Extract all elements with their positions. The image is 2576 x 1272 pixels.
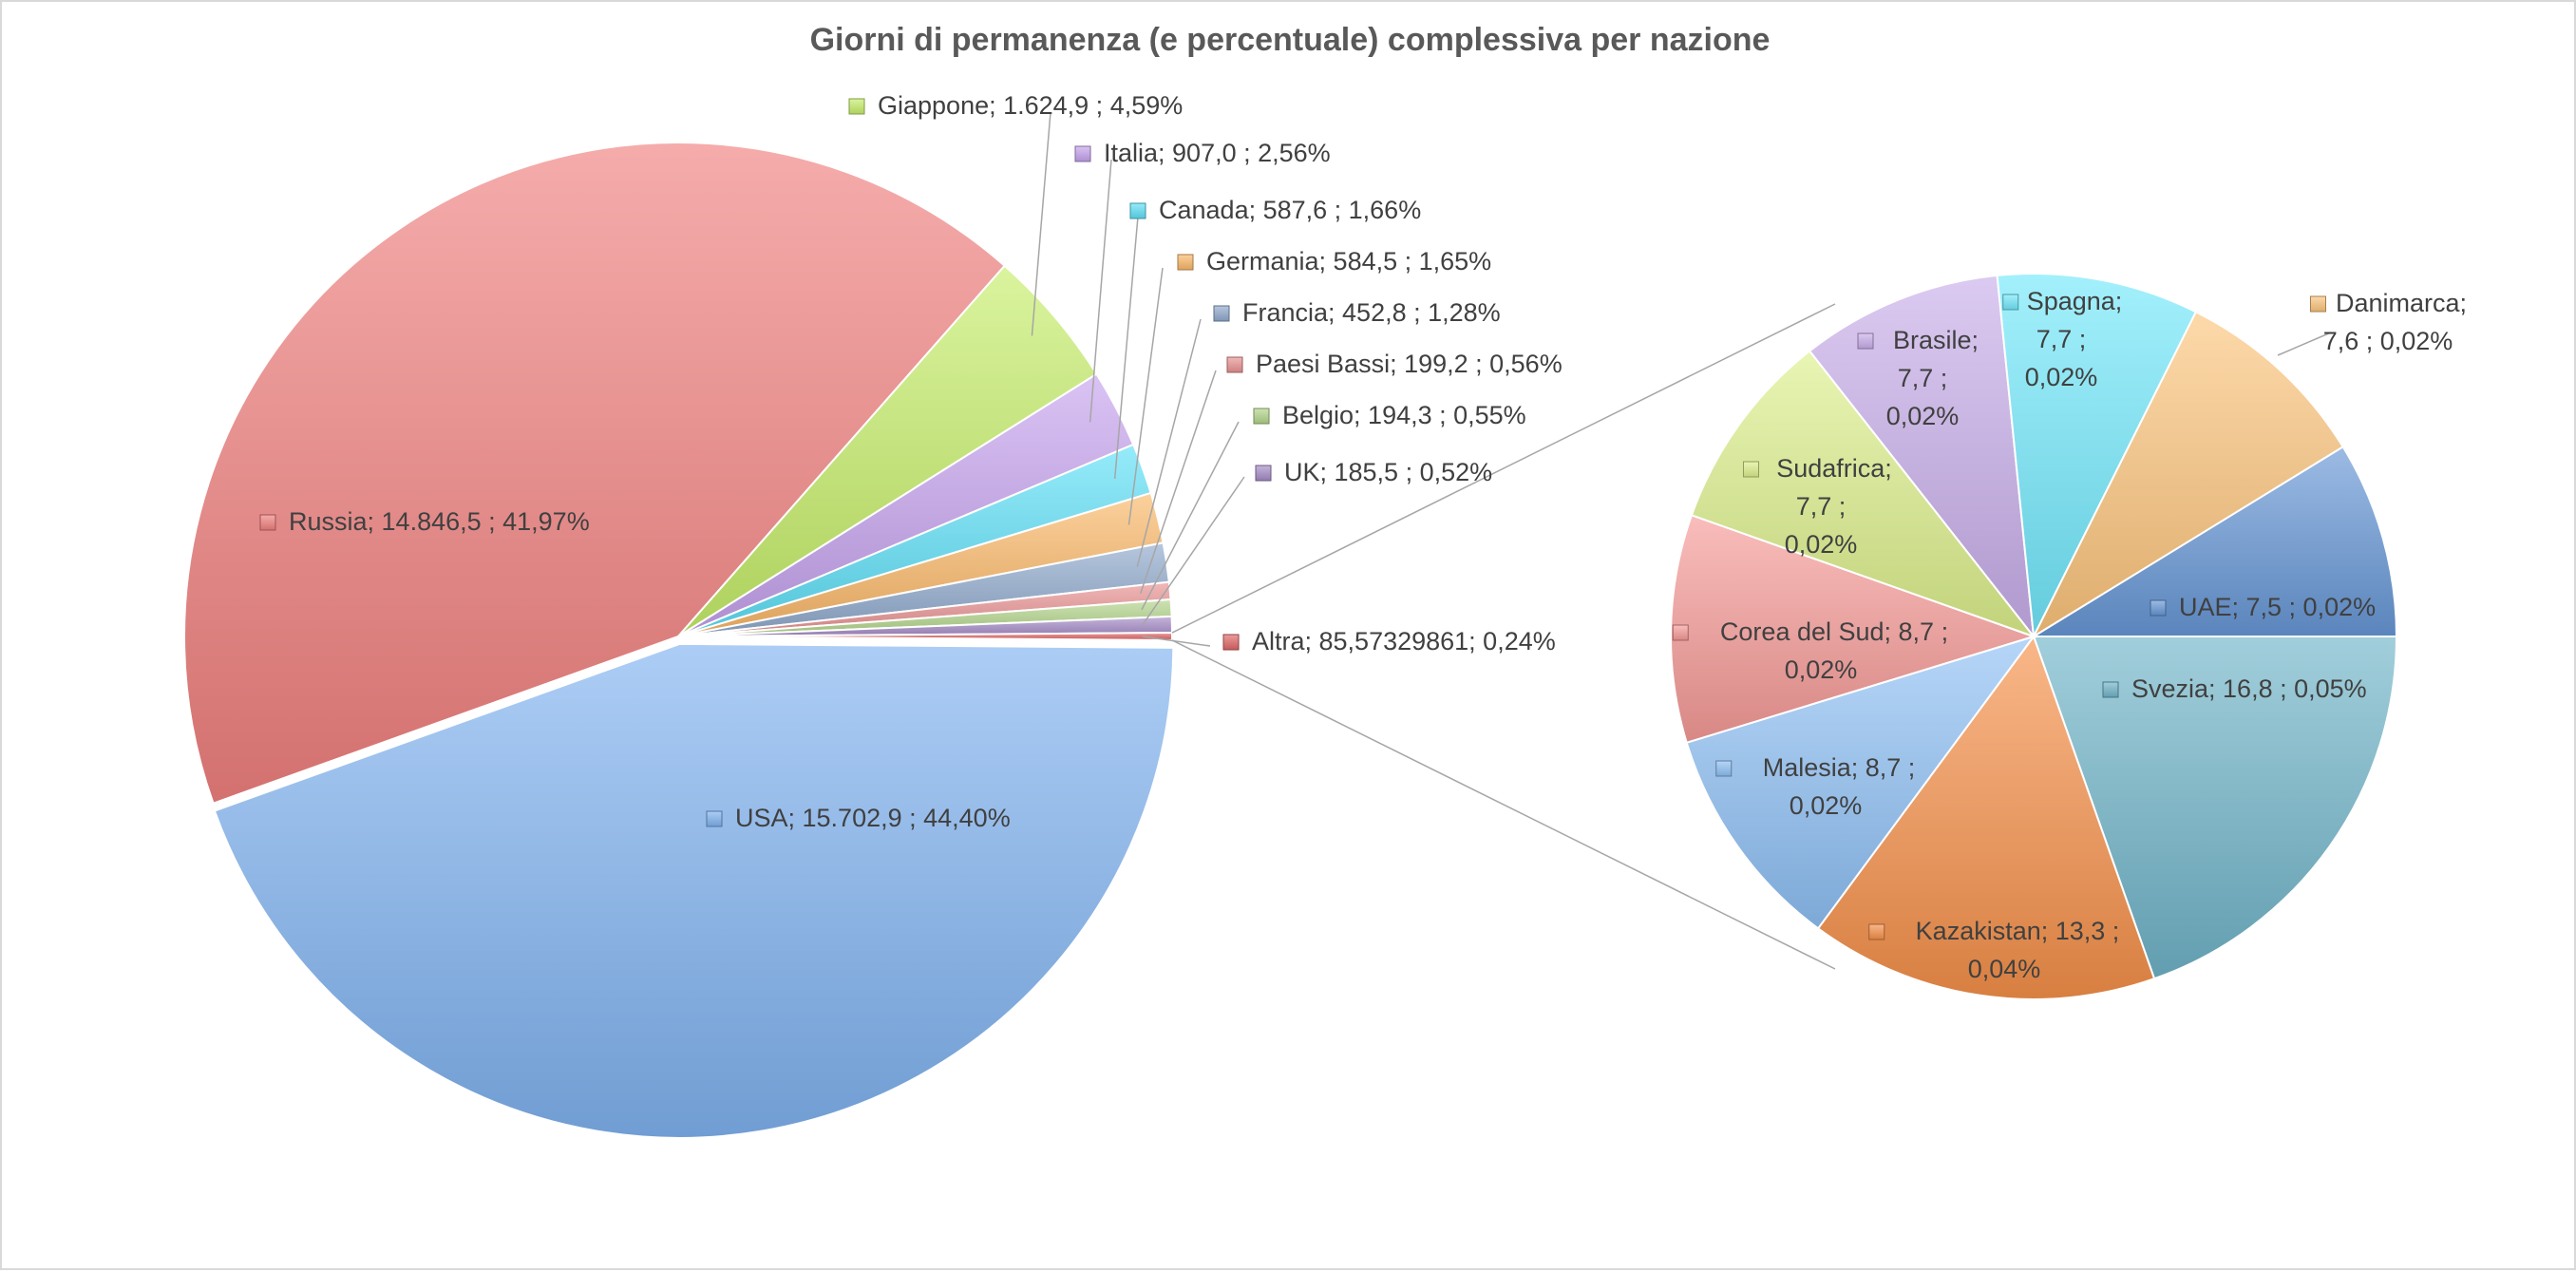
data-label-russia: Russia; 14.846,5 ; 41,97% [289,507,590,536]
legend-key-belgio [1253,408,1270,425]
legend-key-brasile [1857,332,1874,350]
legend-key-kazakistan [1868,923,1885,940]
data-label-usa: USA; 15.702,9 ; 44,40% [735,804,1011,832]
data-labels: Giappone; 1.624,9 ; 4,59% Italia; 907,0 ;… [259,91,2467,983]
data-label-germania: Germania; 584,5 ; 1,65% [1206,247,1491,275]
connector-top [1171,303,1836,634]
leader-lines [1031,111,2332,647]
data-label-sudafrica: Sudafrica; 7,7 ; 0,02% [1776,454,1892,559]
data-label-belgio: Belgio; 194,3 ; 0,55% [1282,401,1526,429]
data-label-canada: Canada; 587,6 ; 1,66% [1159,196,1421,224]
legend-key-svezia [2102,681,2119,698]
slice-uae [2030,446,2398,637]
data-label-spagna: Spagna; 7,7 ; 0,02% [2025,287,2123,391]
legend-key-russia [259,514,276,531]
secondary-pie [1669,273,2398,1001]
legend-key-giappone [848,98,865,115]
leader-danimarca [2277,332,2332,356]
data-label-altra: Altra; 85,57329861; 0,24% [1252,627,1556,655]
slice-kazakistan [1816,634,2156,1001]
data-label-italia: Italia; 907,0 ; 2,56% [1104,139,1331,167]
main-pie [183,141,1175,1139]
leader-uk [1142,476,1245,626]
slice-danimarca [2031,311,2345,639]
data-label-giappone: Giappone; 1.624,9 ; 4,59% [878,91,1183,120]
data-label-uae: UAE; 7,5 ; 0,02% [2179,593,2376,621]
connector-lines [1171,303,1836,970]
leader-altra [1142,636,1211,647]
legend-key-paesi-bassi [1226,356,1243,373]
slice-sudafrica [1690,350,2036,639]
legend-key-francia [1213,305,1230,322]
data-label-corea-del-sud: Corea del Sud; 8,7 ; 0,02% [1720,617,1948,684]
leader-francia [1136,318,1202,567]
data-label-malesia: Malesia; 8,7 ; 0,02% [1763,753,1916,820]
legend-key-italia [1074,145,1091,162]
data-label-svezia: Svezia; 16,8 ; 0,05% [2131,674,2367,703]
data-label-paesi-bassi: Paesi Bassi; 199,2 ; 0,56% [1256,350,1563,378]
data-label-danimarca: Danimarca; 7,6 ; 0,02% [2323,289,2467,355]
legend-key-uk [1255,465,1272,482]
chart-title: Giorni di permanenza (e percentuale) com… [810,22,1771,58]
slice-malesia [1685,635,2036,930]
data-label-kazakistan: Kazakistan; 13,3 ; 0,04% [1916,917,2120,983]
slice-russia [183,141,1007,805]
slice-usa [213,642,1175,1139]
legend-key-germania [1177,254,1194,271]
legend-key-uae [2150,599,2167,617]
slice-spagna [1996,273,2198,640]
legend-key-malesia [1715,760,1733,777]
legend-key-canada [1129,202,1146,219]
connector-bottom [1171,639,1836,970]
legend-key-altra [1222,634,1240,651]
legend-key-usa [706,810,723,827]
leader-belgio [1141,421,1240,611]
leader-germania [1127,267,1164,525]
legend-key-corea-del-sud [1672,624,1689,641]
data-label-uk: UK; 185,5 ; 0,52% [1284,458,1492,486]
leader-italia [1089,159,1112,423]
legend-key-spagna [2002,294,2019,311]
legend-key-sudafrica [1743,461,1759,478]
data-label-francia: Francia; 452,8 ; 1,28% [1242,298,1501,327]
slice-brasile [1808,274,2036,640]
leader-paesi-bassi [1139,370,1217,594]
slice-corea-del-sud [1669,514,2037,745]
legend-key-danimarca [2310,295,2326,313]
leader-canada [1113,216,1139,479]
leader-giappone [1031,111,1051,336]
data-label-brasile: Brasile; 7,7 ; 0,02% [1886,326,1979,430]
